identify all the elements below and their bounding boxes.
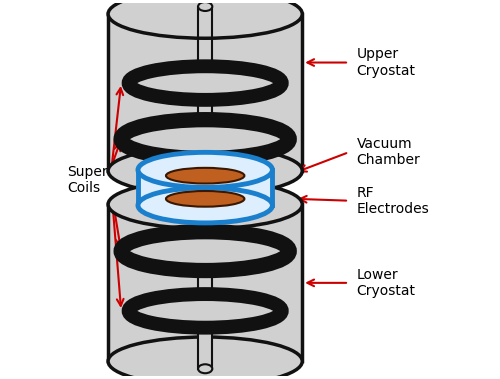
- Ellipse shape: [108, 180, 302, 229]
- Text: Superconducting
Coils: Superconducting Coils: [67, 165, 184, 195]
- Text: RF
Electrodes: RF Electrodes: [356, 186, 429, 216]
- Ellipse shape: [121, 232, 289, 271]
- Text: Lower
Cryostat: Lower Cryostat: [356, 268, 416, 298]
- Ellipse shape: [198, 364, 212, 373]
- Ellipse shape: [128, 66, 282, 100]
- Ellipse shape: [166, 168, 244, 183]
- Ellipse shape: [108, 0, 302, 38]
- Text: Vacuum
Chamber: Vacuum Chamber: [356, 137, 420, 167]
- Ellipse shape: [138, 152, 272, 188]
- Ellipse shape: [128, 294, 282, 328]
- Ellipse shape: [138, 188, 272, 223]
- Bar: [108, 204, 302, 361]
- Bar: [108, 14, 302, 171]
- Ellipse shape: [166, 191, 244, 207]
- Bar: [198, 6, 212, 369]
- Ellipse shape: [108, 337, 302, 379]
- Text: Upper
Cryostat: Upper Cryostat: [356, 47, 416, 78]
- Bar: [138, 170, 272, 205]
- Ellipse shape: [198, 2, 212, 11]
- Ellipse shape: [108, 147, 302, 195]
- Ellipse shape: [121, 120, 289, 158]
